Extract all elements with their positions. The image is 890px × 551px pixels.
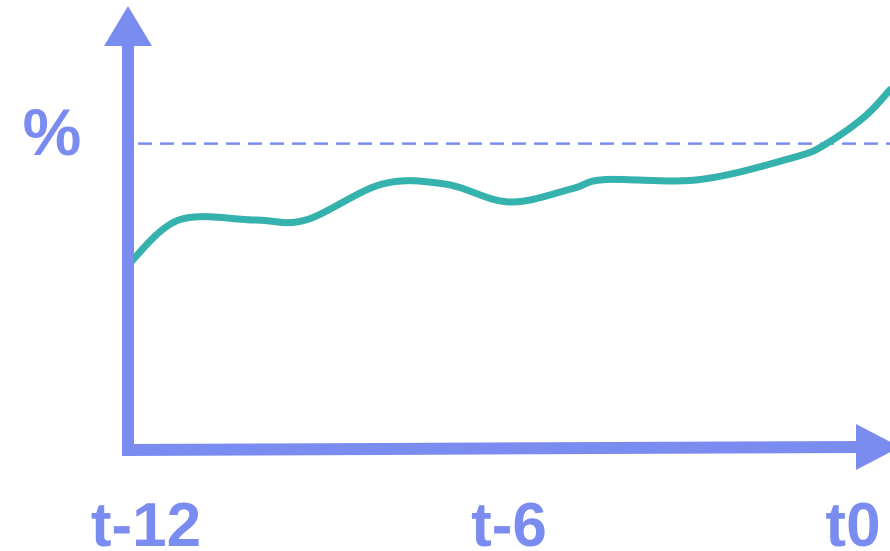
x-axis: [121, 424, 890, 470]
x-axis-line: [121, 441, 863, 456]
x-tick-label: t0: [825, 491, 880, 551]
y-axis-label: %: [23, 95, 82, 169]
x-tick-label: t-6: [471, 491, 547, 551]
series-line: [124, 86, 890, 269]
x-tick-label: t-12: [91, 491, 201, 551]
y-axis-arrowhead: [104, 6, 152, 46]
x-axis-arrowhead: [856, 424, 890, 470]
y-axis: [104, 6, 152, 452]
